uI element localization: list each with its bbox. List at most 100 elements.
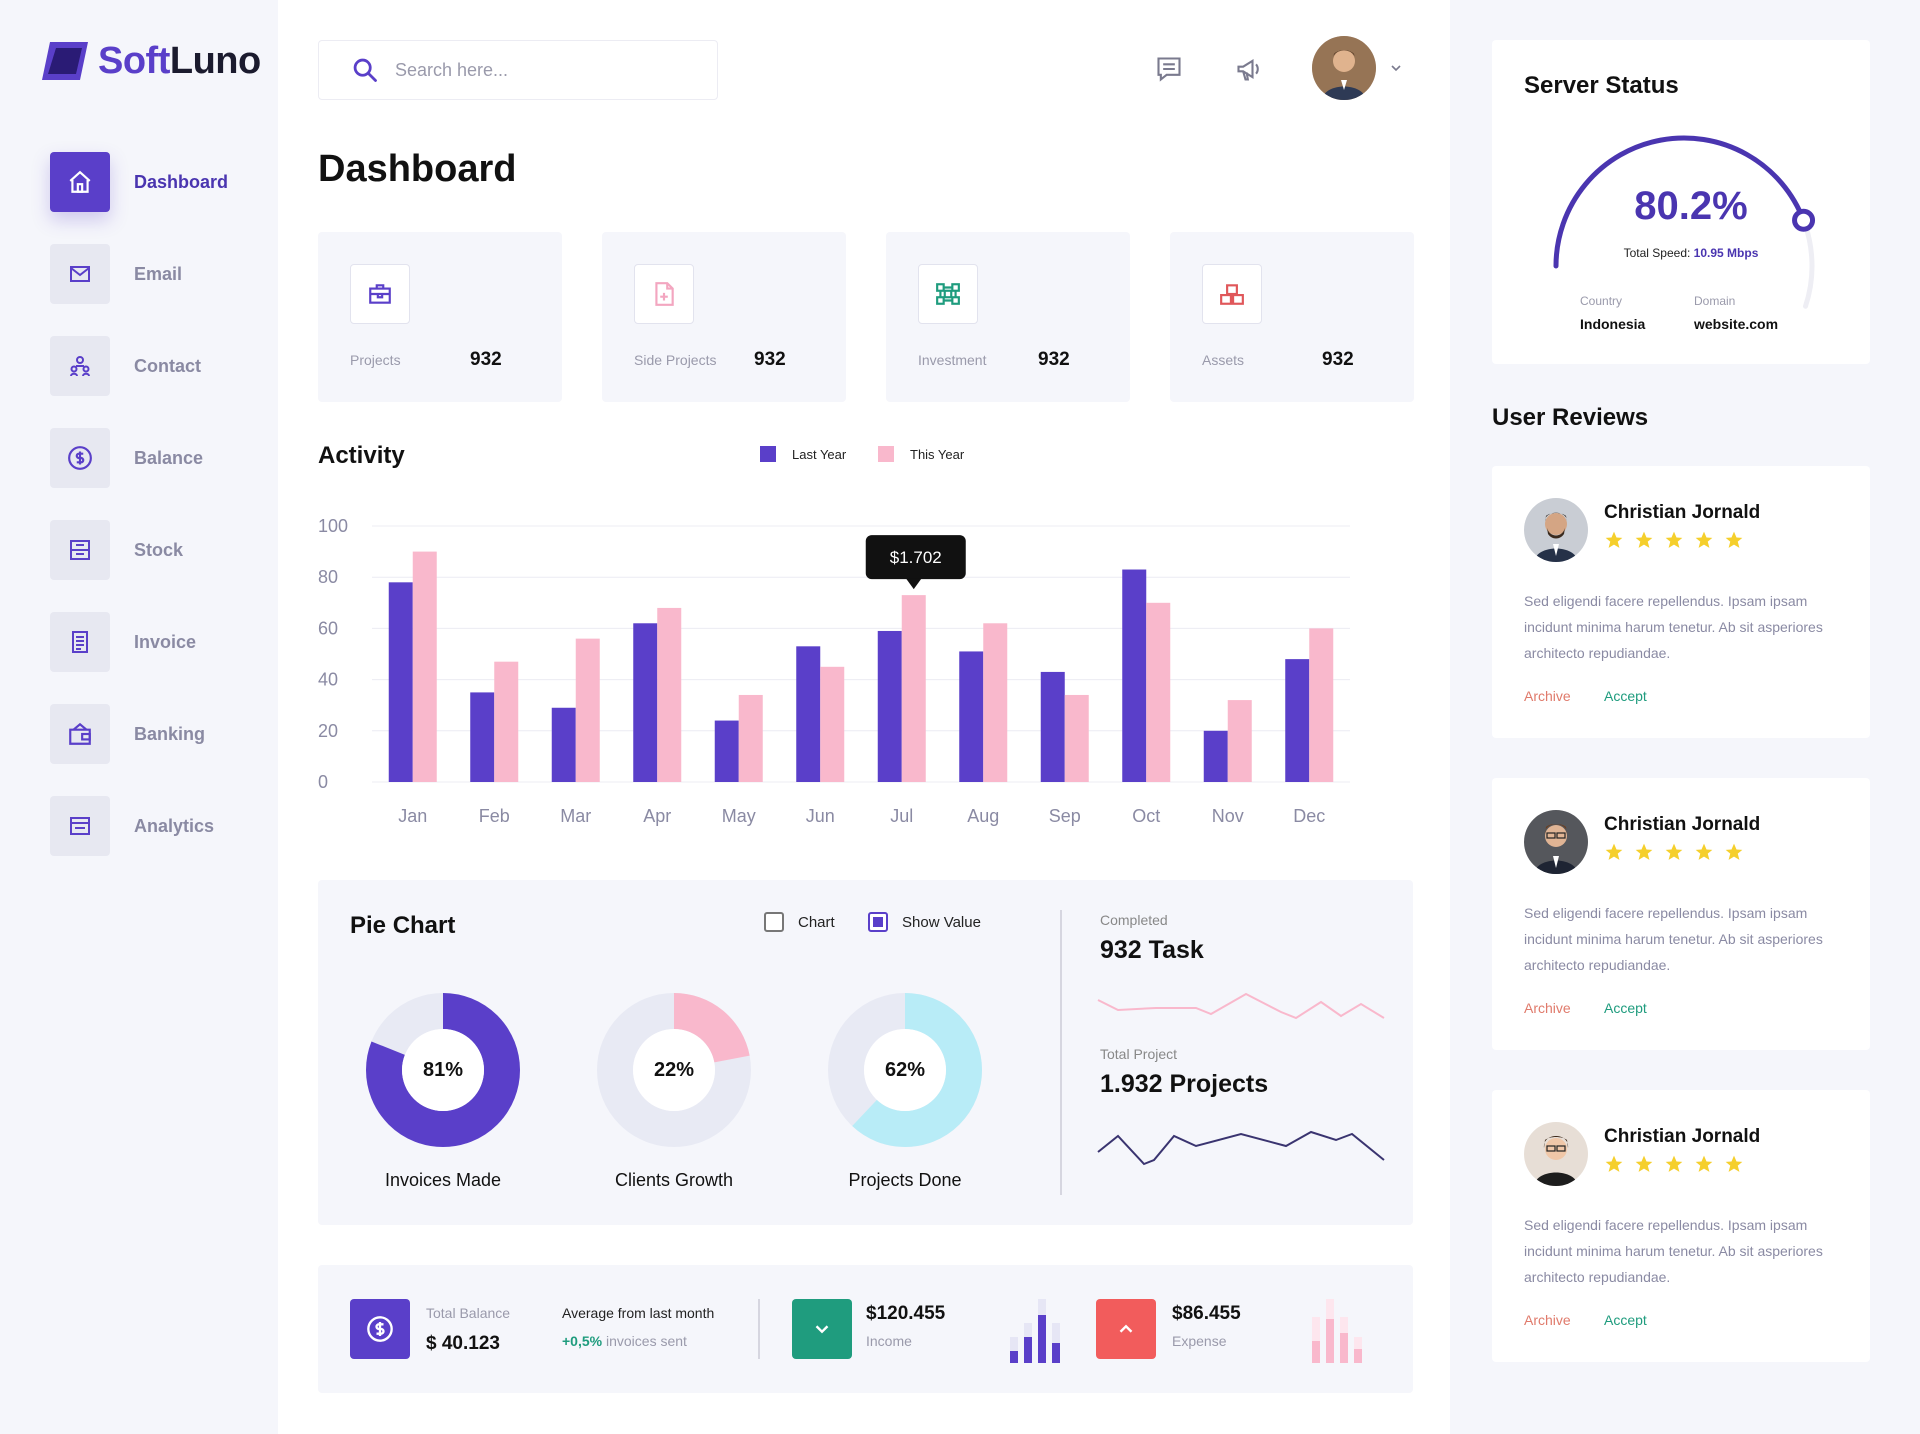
avatar-photo-icon — [1524, 498, 1588, 562]
stat-card-investment[interactable]: Investment 932 — [886, 232, 1130, 402]
expense-label: Expense — [1172, 1333, 1227, 1349]
megaphone-icon[interactable] — [1234, 54, 1264, 84]
sidebar-item-label: Banking — [134, 723, 206, 744]
server-percent: 80.2% — [1634, 184, 1748, 228]
x-tick-label: Apr — [643, 806, 671, 826]
domain-value: website.com — [1694, 316, 1779, 332]
chevron-down-icon[interactable] — [792, 1299, 852, 1359]
country-value: Indonesia — [1580, 316, 1646, 332]
sidebar-item-email[interactable]: Email — [50, 244, 228, 304]
stat-label: Investment — [918, 352, 987, 368]
stat-card-assets[interactable]: Assets 932 — [1170, 232, 1414, 402]
archive-link[interactable]: Archive — [1524, 688, 1571, 704]
bar-this-year — [983, 623, 1008, 782]
review-text: Sed eligendi facere repellendus. Ipsam i… — [1524, 905, 1823, 973]
checkbox-box[interactable] — [868, 912, 888, 932]
completed-label: Completed — [1100, 912, 1168, 928]
review-card: Christian Jornald Sed eligendi facere re… — [1492, 778, 1870, 1050]
x-tick-label: Dec — [1293, 806, 1325, 826]
legend-swatch — [878, 446, 894, 462]
server-speed: Total Speed: 10.95 Mbps — [1492, 246, 1870, 260]
reviewer-avatar — [1524, 810, 1588, 874]
invoice-icon — [50, 612, 110, 672]
dollar-icon — [50, 428, 110, 488]
chart-tooltip: $1.702 — [865, 535, 966, 590]
expense-mini-chart — [1312, 1299, 1362, 1363]
sidebar-item-label: Contact — [134, 355, 201, 376]
briefcase-icon — [350, 264, 410, 324]
donut-percent: 22% — [653, 1058, 695, 1081]
gauge-value-arc — [1553, 135, 1807, 269]
sidebar-item-contact[interactable]: Contact — [50, 336, 228, 396]
star-rating — [1604, 842, 1744, 862]
y-tick-label: 60 — [318, 618, 338, 638]
bar-last-year — [796, 646, 821, 782]
star-icon — [1695, 531, 1713, 548]
sidebar-item-balance[interactable]: Balance — [50, 428, 228, 488]
show-value-checkbox[interactable]: Show Value — [868, 912, 981, 932]
y-tick-label: 80 — [318, 567, 338, 587]
right-column: Server Status 80.2% Total Speed: 10.95 M… — [1450, 0, 1920, 1434]
bar-this-year — [820, 666, 845, 782]
donut-hole — [402, 1029, 484, 1111]
divider — [758, 1299, 760, 1359]
archive-link[interactable]: Archive — [1524, 1000, 1571, 1016]
sidebar-item-stock[interactable]: Stock — [50, 520, 228, 580]
sidebar-item-dashboard[interactable]: Dashboard — [50, 152, 228, 212]
donut-segment — [828, 993, 982, 1147]
donut-invoices: 81% — [363, 990, 523, 1150]
sidebar-item-analytics[interactable]: Analytics — [50, 796, 228, 856]
income-mini-chart — [1010, 1299, 1060, 1363]
stat-card-side-projects[interactable]: Side Projects 932 — [602, 232, 846, 402]
chevron-down-icon[interactable] — [1388, 60, 1404, 81]
bar-this-year — [1227, 700, 1252, 782]
star-icon — [1695, 1155, 1713, 1172]
message-icon[interactable] — [1154, 54, 1184, 84]
tooltip-pointer — [905, 578, 922, 590]
wallet-icon — [50, 704, 110, 764]
donut-chart — [366, 993, 520, 1147]
y-tick-label: 20 — [318, 721, 338, 741]
bar-this-year — [412, 551, 437, 782]
logo[interactable]: SoftLuno — [40, 38, 261, 84]
search-input[interactable] — [395, 59, 695, 81]
sidebar-item-invoice[interactable]: Invoice — [50, 612, 228, 672]
stat-card-projects[interactable]: Projects 932 — [318, 232, 562, 402]
review-card: Christian Jornald Sed eligendi facere re… — [1492, 1090, 1870, 1362]
search-icon — [353, 58, 377, 82]
reviewer-avatar — [1524, 1122, 1588, 1186]
accept-link[interactable]: Accept — [1604, 1000, 1647, 1016]
bar-last-year — [633, 623, 658, 782]
checkbox-box[interactable] — [764, 912, 784, 932]
star-icon — [1605, 843, 1623, 860]
avatar-photo-icon — [1312, 36, 1376, 100]
y-tick-label: 0 — [318, 772, 328, 792]
server-status-title: Server Status — [1524, 72, 1679, 99]
y-tick-label: 100 — [318, 516, 348, 536]
checkbox-label: Chart — [798, 913, 835, 931]
donut-hole — [864, 1029, 946, 1111]
dollar-icon — [350, 1299, 410, 1359]
legend-this-year: This Year — [878, 446, 964, 462]
stock-icon — [50, 520, 110, 580]
average-change: +0,5% invoices sent — [562, 1333, 687, 1349]
sidebar: SoftLuno Dashboard Email Contact Balance — [0, 0, 278, 1434]
archive-link[interactable]: Archive — [1524, 1312, 1571, 1328]
accept-link[interactable]: Accept — [1604, 688, 1647, 704]
reviewer-avatar — [1524, 498, 1588, 562]
chevron-up-icon[interactable] — [1096, 1299, 1156, 1359]
x-tick-label: Jan — [398, 806, 427, 826]
income-label: Income — [866, 1333, 912, 1349]
average-change-value: +0,5% — [562, 1333, 603, 1349]
analytics-icon — [50, 796, 110, 856]
user-avatar[interactable] — [1312, 36, 1376, 100]
activity-bar-chart: 0 20 40 60 80 100 Jan Feb Mar Apr May Jun Jul Aug Sep O… — [318, 516, 1350, 826]
sidebar-item-label: Stock — [134, 539, 184, 560]
sidebar-nav: Dashboard Email Contact Balance Stock — [50, 152, 228, 888]
logo-mark-icon — [42, 42, 88, 80]
sidebar-item-banking[interactable]: Banking — [50, 704, 228, 764]
search-bar[interactable] — [318, 40, 718, 100]
accept-link[interactable]: Accept — [1604, 1312, 1647, 1328]
completed-sparkline — [1097, 992, 1385, 1020]
chart-checkbox[interactable]: Chart — [764, 912, 835, 932]
